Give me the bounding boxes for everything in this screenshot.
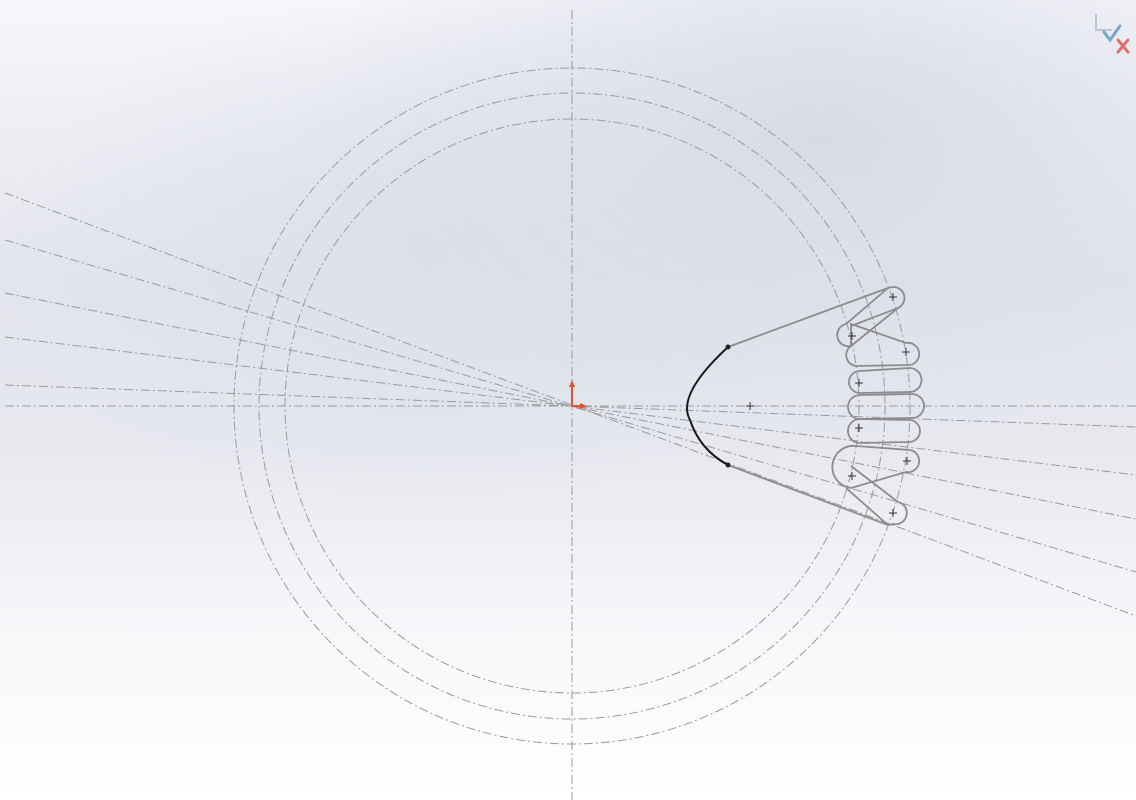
slot-center-mark[interactable] xyxy=(902,348,910,356)
profile-lower-edge[interactable] xyxy=(727,464,889,526)
slot-5[interactable] xyxy=(847,418,921,444)
inner-construction-circle[interactable] xyxy=(284,118,860,694)
confirmation-corner[interactable] xyxy=(1090,10,1130,60)
slot-center-mark[interactable] xyxy=(848,472,856,480)
slot-7[interactable] xyxy=(845,465,908,526)
sketch-exit-accept-icon[interactable] xyxy=(1095,14,1122,43)
slot-center-mark[interactable] xyxy=(855,424,863,432)
outer-construction-circle[interactable] xyxy=(233,67,911,745)
selected-arc[interactable] xyxy=(686,346,729,466)
slot-center-mark[interactable] xyxy=(855,379,863,387)
arc-center-point[interactable] xyxy=(746,402,754,410)
close-icon[interactable] xyxy=(1116,38,1130,54)
slot-6[interactable] xyxy=(831,444,921,489)
middle-construction-circle[interactable] xyxy=(258,92,886,720)
radial-construction-line[interactable] xyxy=(4,239,1136,573)
slot-3[interactable] xyxy=(848,367,923,394)
radial-construction-line[interactable] xyxy=(4,292,1136,520)
arc-endpoint[interactable] xyxy=(725,462,731,468)
slot-center-mark[interactable] xyxy=(848,332,856,340)
arc-endpoint[interactable] xyxy=(725,344,731,350)
profile-upper-edge[interactable] xyxy=(727,287,889,348)
slot-4[interactable] xyxy=(847,393,925,420)
slot-center-mark[interactable] xyxy=(889,509,897,517)
slot-center-mark[interactable] xyxy=(889,293,897,301)
slot-2[interactable] xyxy=(845,322,921,367)
origin-icon[interactable] xyxy=(569,380,587,409)
radial-construction-line[interactable] xyxy=(4,192,1136,617)
radial-construction-line[interactable] xyxy=(4,384,1136,428)
slot-1[interactable] xyxy=(836,286,906,348)
slot-center-mark[interactable] xyxy=(903,457,911,465)
